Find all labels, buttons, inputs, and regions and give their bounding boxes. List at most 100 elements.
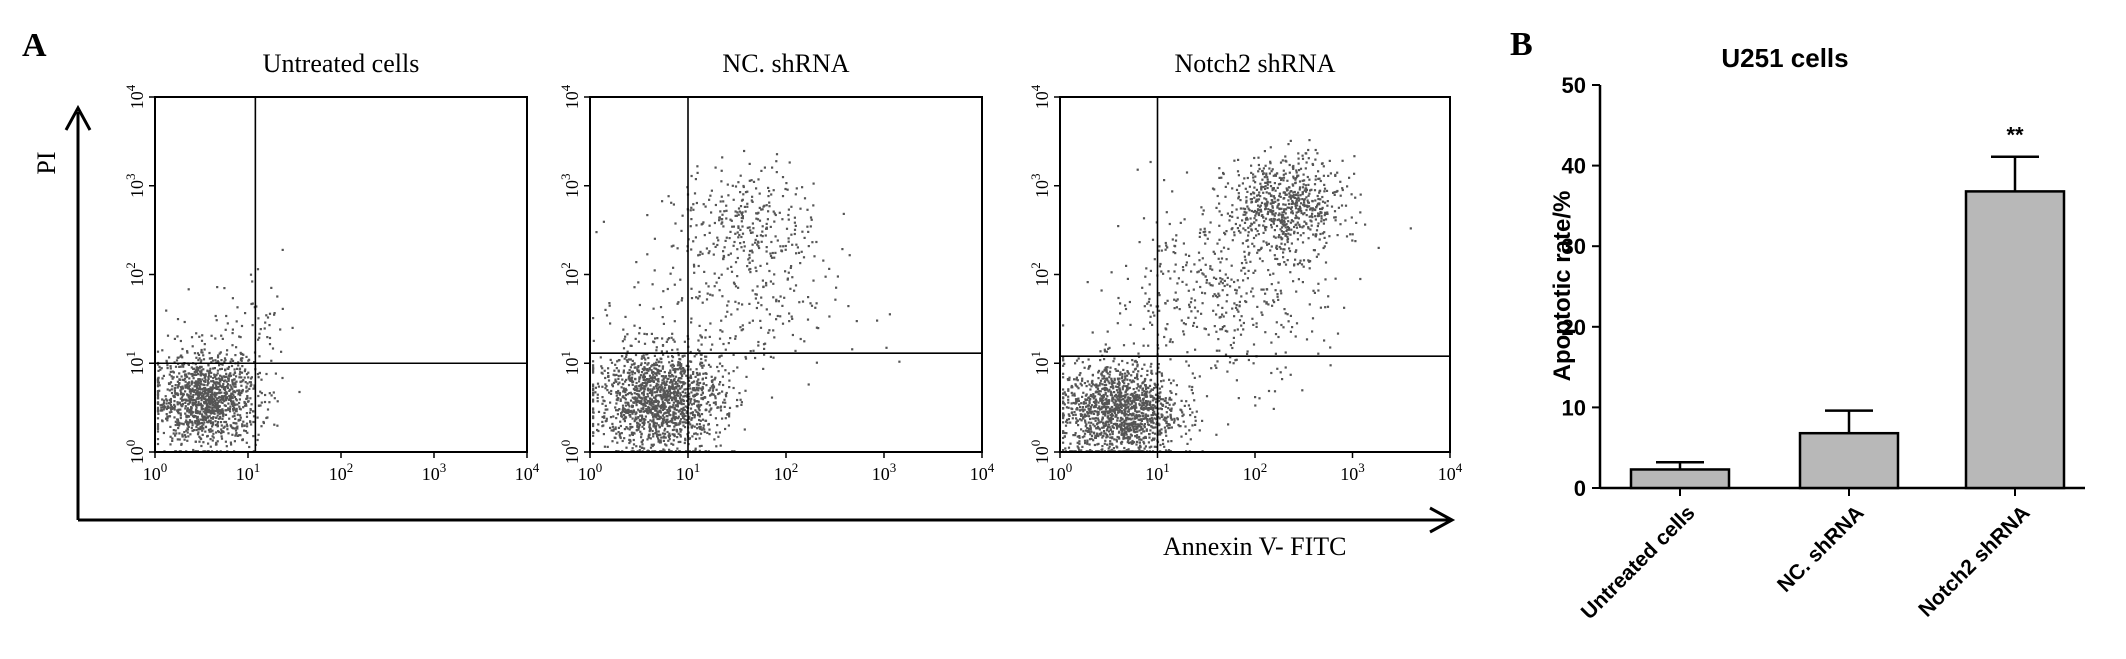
event-dot <box>683 354 686 357</box>
event-dot <box>1144 407 1147 410</box>
event-dot <box>1070 386 1073 389</box>
event-dot <box>1295 216 1298 219</box>
event-dot <box>1161 414 1164 417</box>
event-dot <box>722 254 725 258</box>
event-dot <box>1088 400 1091 403</box>
event-dot <box>759 319 762 322</box>
event-dot <box>656 411 659 414</box>
event-dot <box>1115 389 1119 392</box>
event-dot <box>625 446 628 449</box>
event-dot <box>179 403 183 406</box>
event-dot <box>211 425 214 428</box>
event-dot <box>1164 399 1167 402</box>
event-dot <box>1095 386 1098 389</box>
event-dot <box>1191 411 1194 414</box>
event-dot <box>612 429 615 432</box>
event-dot <box>1304 167 1307 170</box>
event-dot <box>228 389 231 392</box>
event-dot <box>228 394 231 398</box>
event-dot <box>171 385 174 388</box>
event-dot <box>1257 212 1261 215</box>
event-dot <box>737 207 741 210</box>
event-dot <box>741 211 744 214</box>
event-dot <box>1153 412 1156 416</box>
event-dot <box>768 205 771 208</box>
event-dot <box>638 419 641 422</box>
event-dot <box>676 364 679 367</box>
event-dot <box>708 428 711 431</box>
event-dot <box>675 391 679 394</box>
event-dot <box>737 286 740 289</box>
event-dot <box>675 393 678 396</box>
event-dot <box>711 343 714 346</box>
event-dot <box>1062 324 1065 327</box>
event-dot <box>675 423 678 426</box>
event-dot <box>659 393 662 397</box>
event-dot <box>634 416 637 419</box>
event-dot <box>169 367 172 370</box>
event-dot <box>1112 447 1115 450</box>
event-dot <box>655 374 658 377</box>
event-dot <box>184 390 187 393</box>
event-dot <box>679 422 682 425</box>
event-dot <box>1350 216 1353 219</box>
event-dot <box>617 426 620 429</box>
event-dot <box>1301 226 1304 229</box>
event-dot <box>775 318 778 321</box>
event-dot <box>1130 401 1134 404</box>
event-dot <box>215 393 218 396</box>
event-dot <box>787 237 790 240</box>
event-dot <box>597 410 601 413</box>
event-dot <box>614 380 617 383</box>
event-dot <box>1088 410 1092 413</box>
event-dot <box>1090 434 1094 437</box>
event-dot <box>221 398 224 401</box>
event-dot <box>202 423 205 426</box>
event-dot <box>1160 398 1163 401</box>
event-dot <box>1063 391 1066 394</box>
event-dot <box>160 406 163 409</box>
event-dot <box>1121 376 1124 380</box>
event-dot <box>220 367 223 370</box>
event-dot <box>664 383 667 386</box>
event-dot <box>1122 421 1125 424</box>
event-dot <box>639 414 642 417</box>
event-dot <box>1139 438 1142 441</box>
event-dot <box>609 416 613 419</box>
event-dot <box>623 420 626 423</box>
event-dot <box>1298 198 1301 201</box>
event-dot <box>592 393 595 396</box>
event-dot <box>677 377 680 380</box>
event-dot <box>641 387 644 390</box>
event-dot <box>1141 402 1144 405</box>
event-dot <box>636 426 639 429</box>
event-dot <box>672 412 675 415</box>
event-dot <box>787 213 790 217</box>
event-dot <box>1122 428 1125 431</box>
event-dot <box>258 404 261 407</box>
event-dot <box>1090 421 1093 424</box>
event-dot <box>1093 410 1096 413</box>
event-dots <box>1062 139 1412 453</box>
event-dot <box>732 386 735 390</box>
event-dot <box>177 412 180 415</box>
event-dot <box>1094 398 1098 401</box>
event-dot <box>218 430 221 434</box>
event-dot <box>639 363 643 367</box>
event-dot <box>1169 390 1172 393</box>
event-dot <box>1241 182 1244 185</box>
event-dot <box>216 405 219 408</box>
event-dot <box>1106 412 1109 415</box>
event-dot <box>214 423 218 427</box>
event-dot <box>700 364 703 367</box>
event-dot <box>1277 218 1281 221</box>
event-dot <box>640 407 643 410</box>
event-dot <box>181 399 184 402</box>
event-dot <box>1091 410 1094 413</box>
event-dot <box>1104 432 1107 435</box>
event-dot <box>592 407 595 410</box>
event-dot <box>1141 427 1144 430</box>
event-dot <box>200 421 203 425</box>
event-dot <box>1104 414 1107 417</box>
event-dot <box>697 254 700 257</box>
